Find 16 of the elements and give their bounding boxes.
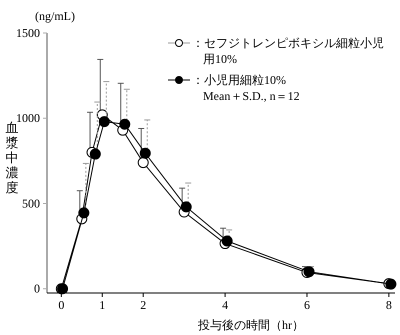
x-tick-label: 2 — [140, 298, 146, 312]
x-tick-label: 4 — [222, 298, 228, 312]
y-tick-label: 1500 — [16, 26, 40, 40]
x-tick-label: 8 — [386, 298, 392, 312]
legend-label: ：小児用細粒10% — [192, 73, 286, 87]
y-tick-label: 0 — [34, 282, 40, 296]
y-tick-label: 500 — [22, 196, 40, 210]
y-tick-label: 1000 — [16, 111, 40, 126]
x-tick-label: 6 — [304, 298, 310, 312]
legend-label: ：セフジトレンピボキシル細粒小児用10% — [192, 36, 384, 66]
x-tick-label: 0 — [58, 298, 64, 312]
text: (ng/mL) — [35, 9, 75, 23]
y-axis-title: 血漿中濃度 — [6, 120, 18, 195]
x-tick-label: 1 — [99, 298, 106, 312]
annotation: Mean＋S.D., n＝12 — [203, 89, 300, 103]
x-axis-title: 投与後の時間（hr） — [197, 318, 304, 332]
